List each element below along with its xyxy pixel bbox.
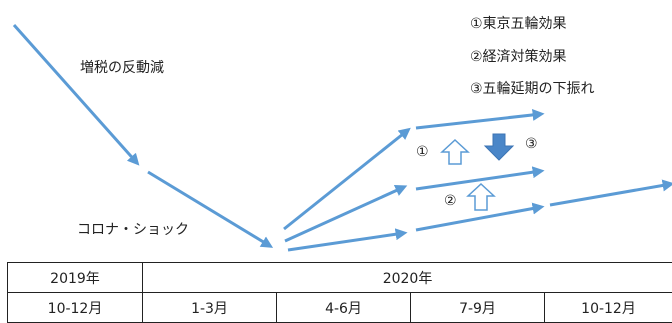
year-cell-2020: 2020年: [141, 262, 672, 293]
quarter-cell: 10-12月: [543, 292, 672, 323]
legend-olympics-effect: ①東京五輪効果: [470, 16, 567, 32]
quarter-cell: 4-6月: [276, 292, 411, 323]
arrow-upper-recovery: [283, 127, 411, 231]
marker-2: ②: [444, 193, 457, 209]
quarter-cell: 10-12月: [7, 292, 143, 323]
year-cell-2019: 2019年: [7, 262, 143, 293]
filled-down-arrow-3: [483, 133, 515, 161]
label-corona-shock: コロナ・ショック: [77, 222, 189, 238]
arrow-lower-continuation: [415, 202, 545, 232]
arrow-middle-continuation: [415, 166, 545, 191]
quarter-cell: 7-9月: [410, 292, 545, 323]
outline-up-arrow-1: [440, 138, 470, 165]
outline-up-arrow-2: [466, 182, 496, 211]
arrow-lower-recovery: [287, 228, 408, 252]
marker-1: ①: [416, 144, 429, 160]
quarter-cell: 1-3月: [142, 292, 277, 323]
label-tax-rebound-drop: 増税の反動減: [80, 60, 164, 76]
arrow-tax-drop: [12, 24, 140, 166]
legend-stimulus-effect: ②経済対策効果: [470, 49, 567, 65]
timeline-table: 2019年 2020年 10-12月 1-3月 4-6月 7-9月 10-12月: [7, 262, 672, 323]
arrow-corona-drop: [147, 170, 274, 248]
year-row: 2019年 2020年: [7, 262, 672, 293]
marker-3: ③: [525, 136, 538, 152]
arrow-upper-continuation: [415, 108, 545, 130]
arrow-final-continuation: [549, 179, 672, 207]
quarter-row: 10-12月 1-3月 4-6月 7-9月 10-12月: [7, 292, 672, 323]
legend-postponement-downside: ③五輪延期の下振れ: [470, 81, 595, 97]
arrow-middle-recovery: [284, 185, 408, 243]
